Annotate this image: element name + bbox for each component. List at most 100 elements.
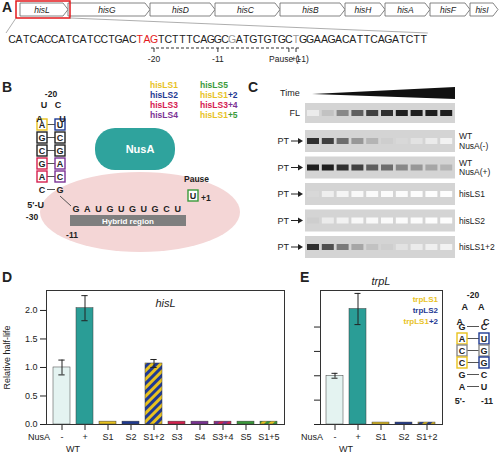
svg-text:G: G — [299, 33, 307, 45]
svg-text:S4: S4 — [194, 432, 205, 442]
svg-text:C: C — [459, 346, 466, 356]
svg-text:T: T — [186, 33, 193, 45]
svg-text:A: A — [79, 33, 86, 45]
svg-text:T: T — [23, 33, 30, 45]
svg-text:A: A — [459, 382, 466, 392]
svg-text:hisLS1+2: hisLS1+2 — [200, 90, 238, 100]
svg-text:C: C — [39, 146, 46, 156]
svg-text:T: T — [137, 33, 144, 45]
svg-text:hisC: hisC — [237, 5, 255, 15]
svg-text:hisI: hisI — [475, 5, 489, 15]
svg-text:-11: -11 — [481, 396, 493, 406]
svg-text:S3+4: S3+4 — [212, 432, 233, 442]
svg-text:C: C — [30, 33, 38, 45]
svg-text:S2: S2 — [398, 432, 409, 442]
svg-text:-11: -11 — [212, 54, 224, 64]
svg-text:NusA: NusA — [28, 432, 50, 442]
svg-text:A: A — [321, 33, 328, 45]
svg-text:U: U — [57, 120, 64, 130]
svg-text:Pause: Pause — [184, 174, 209, 184]
svg-text:-20: -20 — [467, 290, 480, 300]
svg-text:C: C — [93, 33, 101, 45]
svg-text:C: C — [481, 322, 488, 332]
svg-text:A: A — [314, 33, 321, 45]
svg-text:WT: WT — [459, 131, 472, 141]
svg-text:C: C — [39, 185, 46, 195]
svg-text:hisH: hisH — [354, 5, 372, 15]
svg-text:G: G — [458, 322, 465, 332]
svg-text:U: U — [481, 382, 488, 392]
svg-text:C: C — [101, 33, 109, 45]
svg-text:PT: PT — [277, 136, 289, 146]
svg-text:G: G — [114, 33, 122, 45]
svg-text:G: G — [214, 33, 222, 45]
svg-text:5'-U: 5'-U — [27, 200, 44, 210]
svg-text:G: G — [480, 346, 487, 356]
svg-text:hisL: hisL — [155, 297, 175, 309]
svg-text:U: U — [59, 114, 66, 124]
svg-text:G: G — [150, 33, 158, 45]
svg-text:hisL: hisL — [34, 5, 50, 15]
svg-text:hisLS3+4: hisLS3+4 — [200, 100, 238, 110]
svg-text:C: C — [248, 79, 258, 95]
svg-text:U: U — [141, 204, 148, 214]
svg-text:A: A — [37, 33, 44, 45]
svg-text:-: - — [334, 432, 337, 442]
svg-text:C: C — [44, 33, 52, 45]
svg-text:A: A — [57, 159, 64, 169]
svg-text:C: C — [370, 33, 378, 45]
svg-text:C: C — [57, 133, 64, 143]
svg-text:C: C — [481, 370, 488, 380]
svg-text:T: T — [293, 33, 300, 45]
svg-text:A: A — [335, 33, 342, 45]
svg-text:C: C — [483, 317, 490, 327]
svg-text:A: A — [478, 302, 485, 312]
svg-text:G: G — [152, 204, 159, 214]
svg-text:T: T — [421, 33, 428, 45]
svg-text:PT: PT — [277, 163, 289, 173]
svg-text:Relative half-life: Relative half-life — [2, 325, 12, 389]
svg-text:G: G — [480, 358, 487, 368]
svg-text:U: U — [118, 204, 125, 214]
svg-text:A: A — [200, 33, 207, 45]
svg-text:A: A — [39, 120, 46, 130]
svg-text:trpLS2: trpLS2 — [413, 306, 439, 315]
svg-text:S1+2: S1+2 — [143, 432, 164, 442]
svg-text:NusA: NusA — [301, 432, 323, 442]
svg-text:A: A — [143, 33, 150, 45]
svg-text:G: G — [207, 33, 215, 45]
svg-text:trpLS1: trpLS1 — [413, 295, 439, 304]
svg-text:G: G — [278, 33, 286, 45]
svg-text:hisLS1+2: hisLS1+2 — [459, 242, 495, 252]
svg-text:U: U — [41, 100, 48, 110]
svg-text:hisLS3: hisLS3 — [150, 100, 178, 110]
svg-text:E: E — [300, 269, 309, 285]
svg-text:C: C — [459, 358, 466, 368]
svg-text:+: + — [82, 432, 87, 442]
svg-text:1.0: 1.0 — [25, 362, 38, 372]
svg-text:C: C — [285, 33, 293, 45]
svg-text:NusA: NusA — [126, 143, 155, 155]
svg-text:G: G — [264, 33, 272, 45]
svg-text:U: U — [190, 191, 197, 201]
svg-text:T: T — [271, 33, 278, 45]
svg-text:NusA(+): NusA(+) — [459, 167, 491, 177]
svg-text:C: C — [221, 33, 229, 45]
svg-text:hisF: hisF — [440, 5, 457, 15]
svg-text:C: C — [164, 33, 172, 45]
svg-text:A: A — [456, 317, 463, 327]
svg-text:hisG: hisG — [98, 5, 116, 15]
svg-text:T: T — [357, 33, 364, 45]
svg-text:G: G — [228, 33, 236, 45]
svg-text:T: T — [243, 33, 250, 45]
svg-text:S5: S5 — [240, 432, 251, 442]
svg-text:G: G — [56, 146, 63, 156]
svg-text:A: A — [84, 204, 91, 214]
svg-text:G: G — [38, 159, 45, 169]
svg-text:A: A — [58, 33, 65, 45]
svg-text:A: A — [122, 33, 129, 45]
svg-text:D: D — [2, 269, 12, 285]
svg-text:T: T — [399, 33, 406, 45]
svg-text:G: G — [72, 204, 79, 214]
svg-text:T: T — [364, 33, 371, 45]
